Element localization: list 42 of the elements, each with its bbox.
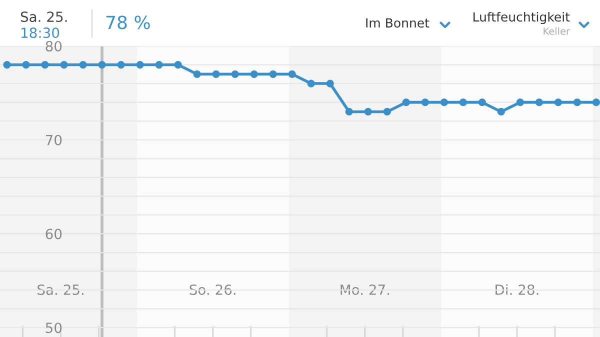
- point: [402, 98, 410, 106]
- point: [535, 98, 543, 106]
- point: [554, 98, 562, 106]
- text: Im Bonnet: [366, 18, 430, 28]
- text: 18:30: [22, 28, 60, 38]
- point: [383, 108, 391, 116]
- point: [345, 108, 353, 116]
- point: [497, 108, 505, 116]
- point: [117, 60, 125, 69]
- point: [478, 98, 486, 106]
- point: [60, 60, 68, 69]
- y-tick-label: 50: [46, 322, 62, 334]
- y-tick-label: 70: [46, 134, 62, 146]
- point: [307, 80, 315, 88]
- point: [79, 60, 87, 69]
- point: [364, 108, 372, 116]
- point: [212, 70, 220, 78]
- text: 78 %: [106, 16, 150, 30]
- point: [288, 70, 296, 78]
- point: [459, 98, 467, 106]
- point: [136, 60, 144, 69]
- point: [98, 60, 106, 69]
- point: [22, 60, 30, 69]
- point: [193, 70, 201, 78]
- point: [516, 98, 524, 106]
- chart-title: Luftfeuchtigkeit: [474, 12, 570, 24]
- point: [41, 60, 49, 69]
- point: [269, 70, 277, 78]
- point: [326, 80, 334, 88]
- point: [592, 98, 600, 106]
- y-tick-label: 60: [46, 228, 62, 240]
- point: [573, 98, 582, 106]
- point: [3, 60, 11, 69]
- text: Sa. 25.: [20, 12, 67, 22]
- y-tick-label: 80: [46, 40, 62, 52]
- point: [231, 70, 239, 78]
- point: [155, 60, 163, 69]
- point: [250, 70, 258, 78]
- point: [421, 98, 429, 106]
- point: [440, 98, 448, 106]
- point: [174, 60, 182, 69]
- chart-subtitle: Keller: [544, 27, 570, 35]
